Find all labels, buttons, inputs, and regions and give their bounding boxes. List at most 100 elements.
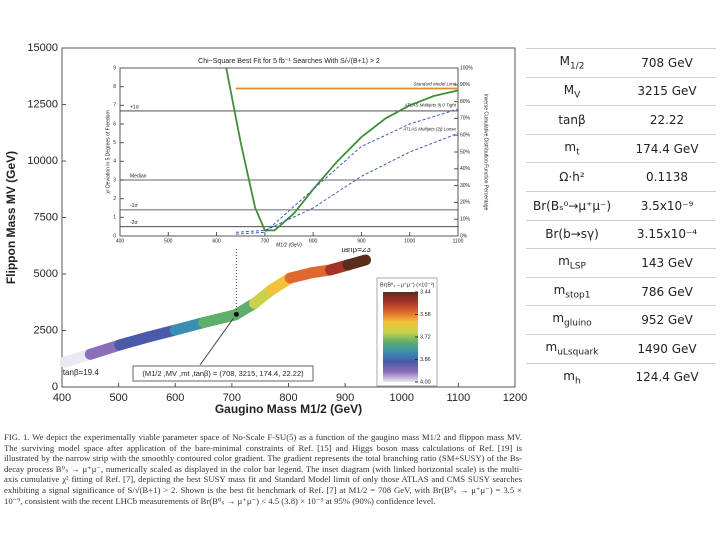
band-segment (342, 254, 372, 271)
label: M (559, 54, 570, 69)
y2-tick-label: 100% (460, 65, 473, 71)
y-tick-label: 7500 (34, 211, 58, 223)
inset-y2-title: Inverse Cumulative Distribution Function… (483, 94, 489, 211)
x-tick-label: 600 (212, 238, 221, 244)
parameter-name: Ω·h² (526, 162, 618, 192)
y-tick-label: 8 (113, 84, 116, 90)
y-tick-label: 12500 (27, 98, 58, 110)
label-subscript: 1/2 (569, 61, 585, 72)
table-row: MV 3215 GeV (526, 76, 716, 106)
label-subscript: t (576, 147, 580, 158)
y2-tick-label: 60% (460, 133, 471, 139)
y2-tick-label: 80% (460, 99, 471, 105)
parameter-value: 124.4 GeV (618, 362, 716, 392)
parameter-value: 952 GeV (618, 305, 716, 335)
annotation-box (132, 365, 314, 382)
y2-tick-label: 20% (460, 200, 471, 206)
y2-tick-label: 30% (460, 183, 471, 189)
reference-label: -1σ (130, 203, 138, 209)
parameter-name: MV (526, 76, 618, 106)
label: Br(b→sγ) (545, 227, 599, 242)
y2-tick-label: 50% (460, 149, 471, 155)
parameter-table: M1/2 708 GeV MV 3215 GeV tanβ 22.22 mt 174.4 Ge… (526, 48, 716, 392)
table-row: Ω·h² 0.1138 (526, 162, 716, 192)
table-row: tanβ 22.22 (526, 105, 716, 135)
x-tick-label: 1100 (453, 238, 464, 244)
x-tick-label: 700 (223, 392, 241, 404)
label: tanβ (558, 112, 586, 127)
parameter-value: 1490 GeV (618, 333, 716, 364)
label: m (564, 139, 577, 154)
x-tick-label: 1200 (503, 392, 527, 404)
table-row: Br(b→sγ) 3.15x10⁻⁴ (526, 219, 716, 249)
y-tick-label: 10000 (27, 155, 58, 167)
parameter-value: 3.15x10⁻⁴ (618, 219, 716, 249)
reference-label: Median (130, 173, 147, 179)
parameter-name: mt (526, 133, 618, 163)
label: m (563, 368, 575, 383)
label-subscript: stop1 (565, 290, 591, 301)
x-tick-label: 800 (309, 238, 318, 244)
label: m (558, 254, 570, 269)
y-tick-label: 7 (113, 103, 116, 109)
y-tick-label: 1 (113, 215, 116, 221)
parameter-value: 786 GeV (618, 276, 716, 306)
colorbar (383, 292, 418, 382)
y-tick-label: 2 (113, 196, 116, 202)
y-tick-label: 9 (113, 65, 116, 71)
y-tick-label: 5 (113, 140, 116, 146)
y-tick-label: 0 (52, 381, 58, 393)
x-tick-label: 400 (53, 392, 71, 404)
legend-entry: Standard Model Limit (413, 82, 456, 87)
benchmark-point (233, 311, 239, 317)
inset-x-title: M1/2 (GeV) (276, 242, 302, 248)
label-subscript: h (574, 376, 581, 387)
colorbar-tick-label: 3.86 (420, 357, 431, 363)
table-row: Br(Bₛ⁰→μ⁺μ⁻) 3.5x10⁻⁹ (526, 190, 716, 221)
x-tick-label: 1000 (404, 238, 415, 244)
parameter-name: tanβ (526, 105, 618, 135)
label-subscript: uLsquark (557, 347, 599, 358)
series-line (225, 67, 459, 232)
parameter-name: mh (526, 362, 618, 392)
label: m (545, 340, 558, 355)
parameter-name: Br(Bₛ⁰→μ⁺μ⁻) (526, 190, 618, 221)
y-axis-title: Flippon Mass MV (GeV) (4, 151, 18, 284)
table-row: mLSP 143 GeV (526, 248, 716, 278)
x-tick-label: 900 (357, 238, 366, 244)
x-tick-label: 900 (336, 392, 354, 404)
label: m (553, 282, 566, 297)
y2-tick-label: 0% (460, 233, 468, 239)
x-tick-label: 700 (261, 238, 270, 244)
parameter-value: 3215 GeV (618, 76, 716, 106)
colorbar-tick-label: 3.72 (420, 334, 431, 340)
label-subscript: LSP (569, 261, 586, 272)
colorbar-tick-label: 3.58 (420, 312, 431, 318)
y2-tick-label: 90% (460, 82, 471, 88)
table-row: mgluino 952 GeV (526, 305, 716, 335)
inset-y-title: χ² Deviation in 5 Degrees of Freedom (105, 110, 111, 193)
label: M (563, 82, 575, 97)
y2-tick-label: 10% (460, 217, 471, 223)
series-line (235, 108, 459, 235)
x-tick-label: 500 (109, 392, 127, 404)
annotation-arrow (199, 318, 234, 366)
y-tick-label: 6 (113, 121, 116, 127)
colorbar-title: Br(B⁰ₛ→μ⁺μ⁻) (×10⁻⁹) (380, 281, 435, 288)
parameter-value: 0.1138 (618, 162, 716, 192)
annotation: (M1/2 ,MV ,mt ,tanβ) = (708, 3215, 174.4… (142, 369, 304, 378)
parameter-value: 143 GeV (618, 248, 716, 278)
y-tick-label: 15000 (27, 42, 58, 54)
legend-entry: ATLAS Multijets 9j 0 Tight (404, 102, 457, 107)
parameter-name: mstop1 (526, 276, 618, 306)
reference-label: -2σ (130, 220, 138, 226)
label-subscript: gluino (564, 318, 592, 329)
y-tick-label: 4 (113, 159, 116, 165)
parameter-name: mLSP (526, 248, 618, 278)
label-subscript: V (574, 90, 581, 101)
x-axis-title: Gaugino Mass M1/2 (GeV) (215, 402, 362, 416)
parameter-value: 174.4 GeV (618, 133, 716, 163)
x-tick-label: 600 (166, 392, 184, 404)
